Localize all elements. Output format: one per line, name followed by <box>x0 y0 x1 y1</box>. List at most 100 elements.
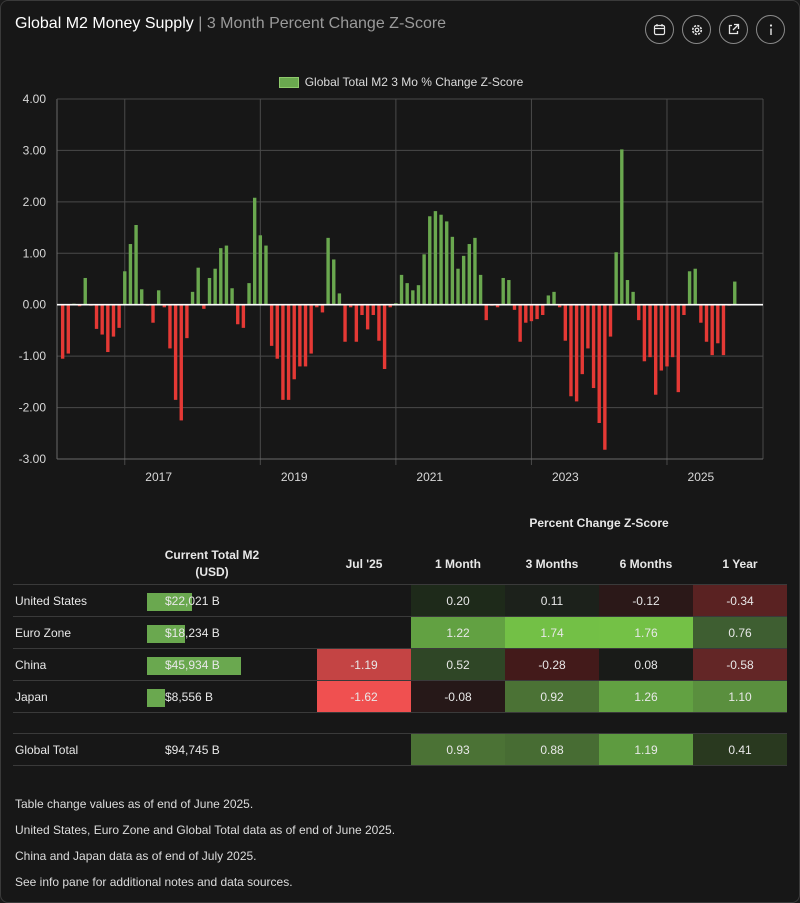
data-bar <box>264 245 268 305</box>
note-line: Table change values as of end of June 20… <box>15 797 254 811</box>
y-tick-label: -2.00 <box>19 401 47 415</box>
data-bar <box>467 244 471 305</box>
data-bar <box>580 304 584 375</box>
note-line: China and Japan data as of end of July 2… <box>15 849 257 863</box>
chart-title: Global M2 Money Supply | 3 Month Percent… <box>15 15 446 33</box>
y-tick-label: 2.00 <box>23 195 47 209</box>
data-bar <box>721 304 726 356</box>
y-tick-label: 1.00 <box>23 246 47 260</box>
data-bar <box>535 304 539 320</box>
m2-share-bar <box>147 592 192 611</box>
country-name: Japan <box>13 680 147 713</box>
data-bar <box>699 304 703 323</box>
country-name: Euro Zone <box>13 616 147 649</box>
total-1-month: 0.93 <box>411 733 505 766</box>
data-bar <box>173 304 178 400</box>
info-icon[interactable] <box>756 15 785 44</box>
six-month-value: -0.12 <box>599 584 693 617</box>
total-m2: $94,745 B <box>165 742 220 757</box>
data-bar <box>315 304 319 308</box>
data-bar <box>478 274 483 305</box>
jul-value <box>317 616 411 649</box>
data-bar <box>637 304 641 321</box>
x-tick-label: 2019 <box>281 470 308 484</box>
col-1-year: 1 Year <box>722 557 758 571</box>
data-bar <box>343 304 347 342</box>
m2-stats-table: Current Total M2 (USD) Jul '25 1 Month 3… <box>13 544 787 713</box>
col-3-months: 3 Months <box>525 557 579 571</box>
data-bar <box>563 304 568 341</box>
data-bar <box>422 254 426 305</box>
data-bar <box>185 304 189 339</box>
data-bar <box>298 304 302 367</box>
data-bar <box>586 304 590 349</box>
country-name: China <box>13 648 147 681</box>
data-bar <box>247 283 251 305</box>
data-bar <box>162 304 167 308</box>
data-bar <box>433 211 438 305</box>
data-bar <box>196 267 200 305</box>
total-3-months: 0.88 <box>505 733 599 766</box>
data-bar <box>512 304 517 310</box>
data-bar <box>603 304 607 450</box>
data-bar <box>546 295 551 305</box>
data-bar <box>687 271 692 305</box>
total-label: Global Total <box>13 733 147 766</box>
one-month-value: 0.52 <box>411 648 505 681</box>
data-bar <box>252 197 257 305</box>
chart-legend[interactable]: Global Total M2 3 Mo % Change Z-Score <box>1 75 800 89</box>
x-tick-label: 2025 <box>688 470 715 484</box>
data-bar <box>303 304 308 367</box>
one-year-value: -0.58 <box>693 648 787 681</box>
x-tick-label: 2017 <box>145 470 172 484</box>
col-1-month: 1 Month <box>435 557 481 571</box>
data-bar <box>524 304 528 323</box>
data-bar <box>382 304 387 369</box>
data-bar <box>179 304 183 421</box>
data-bar <box>140 289 144 305</box>
global-total-table: Global Total $94,745 B 0.93 0.88 1.19 0.… <box>13 733 787 766</box>
jul-value: -1.19 <box>317 648 411 681</box>
table-header-row: Current Total M2 (USD) Jul '25 1 Month 3… <box>13 544 787 585</box>
data-bar <box>625 280 630 305</box>
calendar-icon[interactable] <box>645 15 674 44</box>
data-bar <box>659 304 664 371</box>
legend-swatch <box>278 76 299 88</box>
one-year-value: 0.76 <box>693 616 787 649</box>
country-name: United States <box>13 584 147 617</box>
current-m2-cell: $45,934 B <box>147 648 317 681</box>
data-bar <box>94 304 99 329</box>
data-bar <box>123 271 127 305</box>
data-bar <box>473 237 477 305</box>
data-bar <box>60 304 65 359</box>
legend-label: Global Total M2 3 Mo % Change Z-Score <box>304 75 524 89</box>
jul-value <box>317 584 411 617</box>
data-bar <box>213 268 217 305</box>
data-bar <box>495 304 500 308</box>
x-tick-label: 2023 <box>552 470 579 484</box>
note-line: See info pane for additional notes and d… <box>15 875 293 889</box>
six-month-value: 1.76 <box>599 616 693 649</box>
y-tick-label: 0.00 <box>23 298 47 312</box>
gear-icon[interactable] <box>682 15 711 44</box>
footnotes: Table change values as of end of June 20… <box>15 791 395 895</box>
zscore-bar-chart: 4.00 3.00 2.00 1.00 0.00 -1.00 -2.00 -3.00 2017 2… <box>19 92 764 484</box>
data-bar <box>286 304 291 400</box>
m2-share-bar <box>147 656 241 675</box>
table-row: China $45,934 B -1.19 0.52 -0.28 0.08 -0.58 <box>13 648 787 681</box>
six-month-value: 1.26 <box>599 680 693 713</box>
data-bar <box>156 290 161 305</box>
title-separator: | <box>198 15 203 32</box>
data-bar <box>439 214 443 305</box>
jul-value: -1.62 <box>317 680 411 713</box>
data-bar <box>484 304 488 321</box>
data-bar <box>190 291 195 305</box>
data-bar <box>461 255 466 305</box>
data-bar <box>501 277 505 305</box>
data-bar <box>224 245 229 305</box>
x-tick-label: 2021 <box>416 470 443 484</box>
one-year-value: 1.10 <box>693 680 787 713</box>
external-link-icon[interactable] <box>719 15 748 44</box>
data-bar <box>354 304 359 342</box>
y-tick-label: 4.00 <box>23 92 47 106</box>
